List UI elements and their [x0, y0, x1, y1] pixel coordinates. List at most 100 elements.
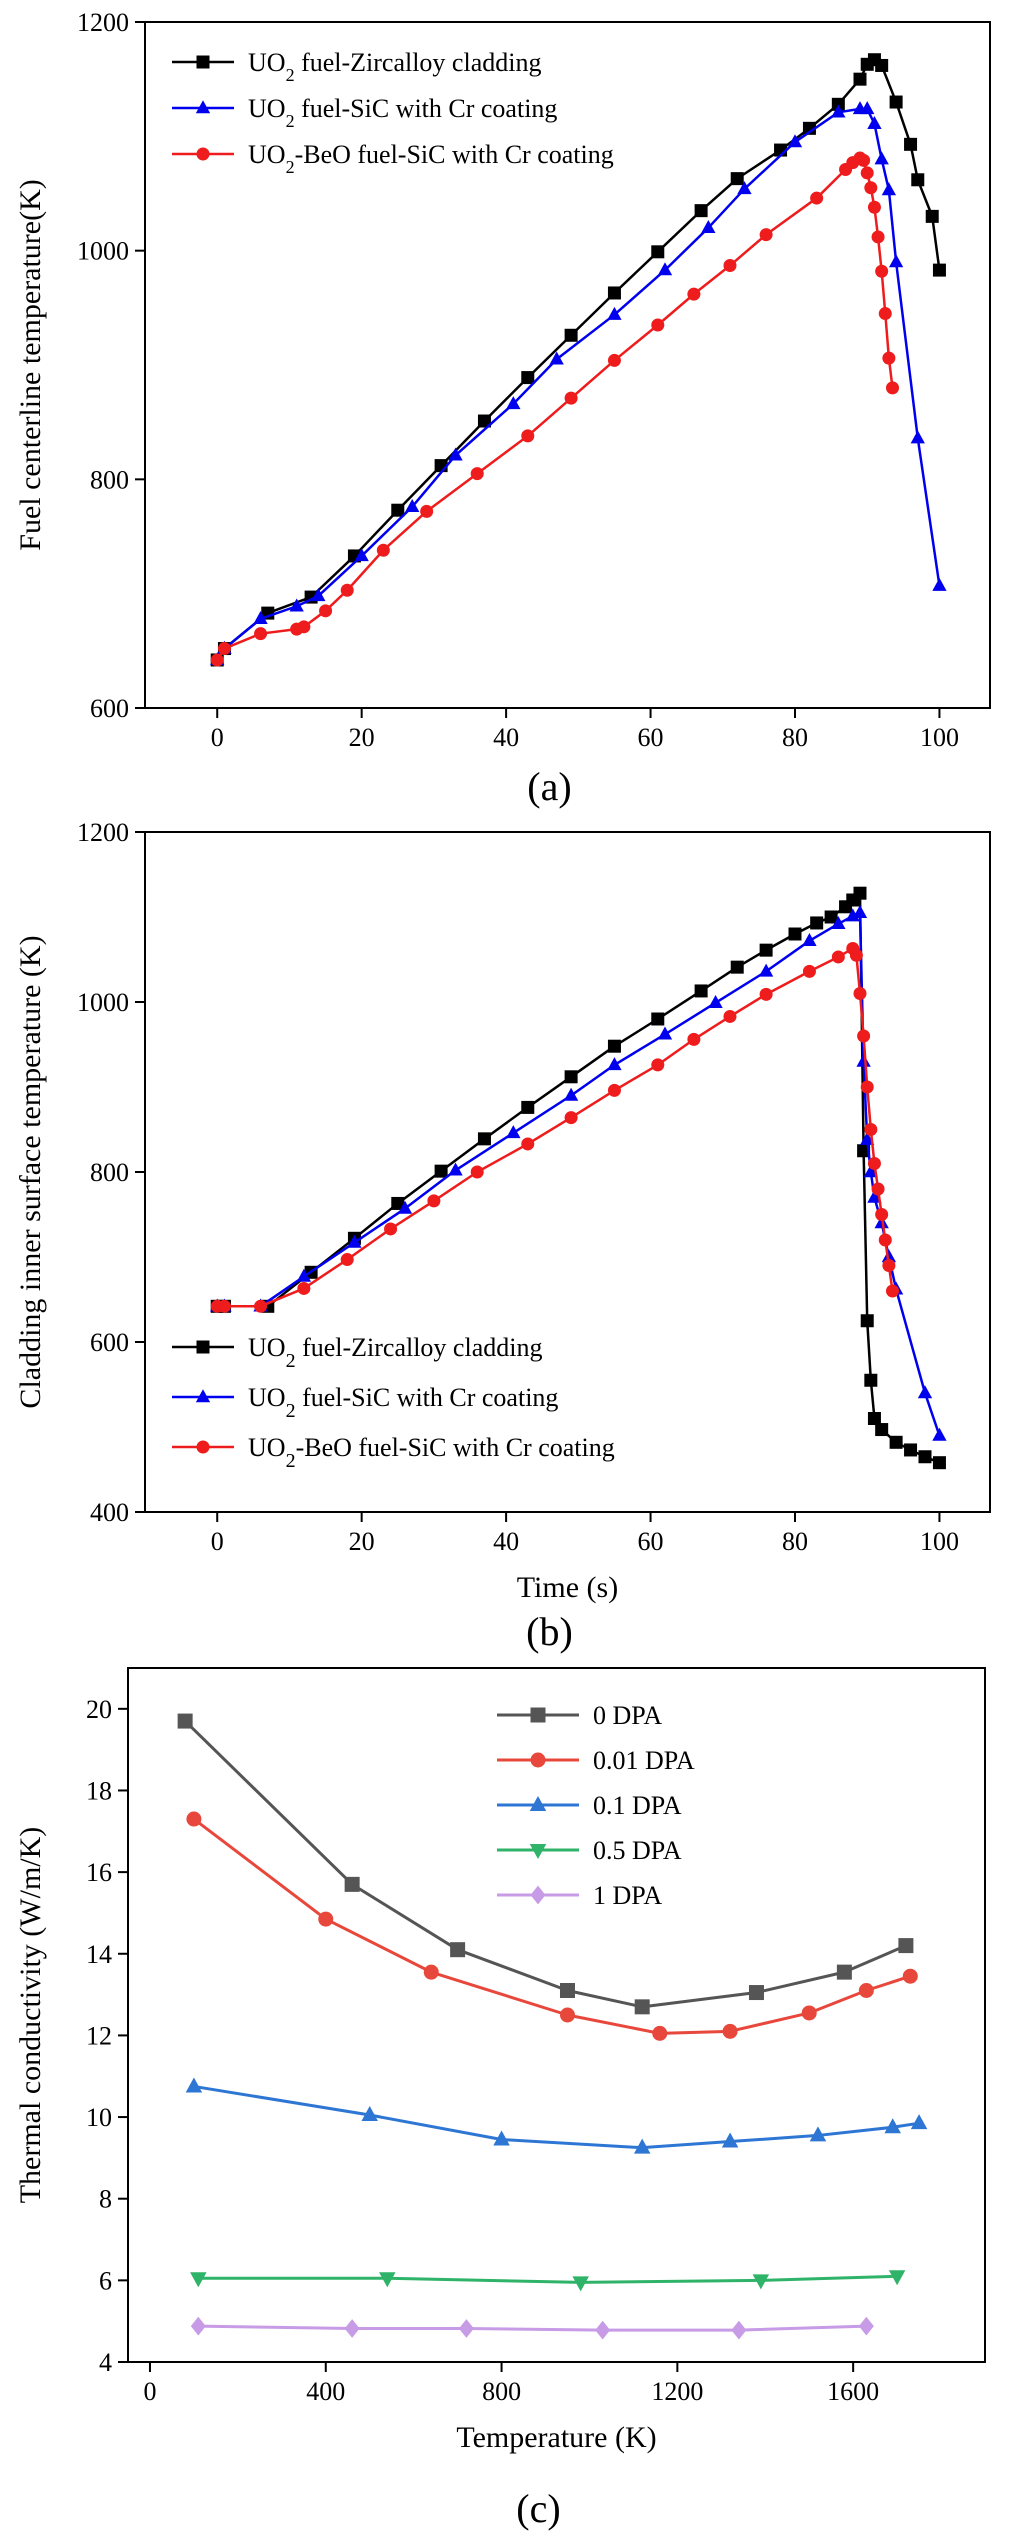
x-tick-label: 1600: [827, 2377, 879, 2406]
legend: 0 DPA 0.01 DPA 0.1 DPA 0.5 DPA 1 DPA: [497, 1701, 695, 1910]
y-tick-label: 600: [90, 694, 129, 723]
data-point: [875, 58, 889, 72]
data-point: [831, 950, 845, 964]
data-point: [572, 2276, 589, 2292]
data-point: [564, 328, 578, 342]
data-point: [787, 134, 803, 148]
data-point: [875, 264, 889, 278]
y-tick-label: 8: [99, 2185, 112, 2214]
series-line: [217, 891, 940, 1464]
data-point: [831, 104, 846, 118]
series-line: [198, 2274, 898, 2284]
legend-marker: [529, 1844, 547, 1859]
data-point: [190, 2272, 207, 2288]
data-point: [652, 2025, 668, 2041]
x-tick-label: 20: [349, 1527, 375, 1556]
x-tick-label: 0: [211, 1527, 224, 1556]
y-tick-label: 16: [86, 1858, 112, 1887]
data-point: [758, 963, 774, 977]
data-point: [319, 604, 333, 618]
data-point: [867, 200, 881, 214]
series-line: [216, 156, 894, 661]
data-point: [731, 2320, 747, 2340]
data-point: [521, 1100, 535, 1114]
x-tick-label: 40: [493, 1527, 519, 1556]
data-point: [831, 916, 846, 929]
data-point: [730, 960, 744, 974]
data-point: [651, 245, 665, 259]
data-point: [521, 371, 535, 385]
data-point: [748, 1985, 764, 2001]
plot-frame: [127, 1667, 986, 2363]
data-point: [657, 1026, 673, 1040]
series-2: [210, 151, 899, 667]
data-point: [521, 1137, 535, 1151]
data-point: [296, 1268, 312, 1282]
data-point: [427, 1194, 441, 1208]
x-axis-title: Temperature (K): [456, 2421, 656, 2454]
series-0: [210, 886, 946, 1470]
series-line: [217, 947, 894, 1308]
data-point: [607, 1039, 621, 1053]
data-point: [852, 904, 868, 918]
data-point: [391, 1196, 405, 1210]
data-point: [506, 1125, 521, 1139]
data-point: [867, 1157, 881, 1170]
chart-panel-1: 0 20 40 60 80 100 400 600 800 1000 1200 Time (s) Cla…: [14, 818, 991, 1654]
legend-label-main: UO: [248, 140, 286, 169]
y-tick-label: 4: [99, 2348, 112, 2377]
data-point: [723, 1009, 737, 1023]
data-point: [881, 1249, 897, 1263]
y-axis-title: Cladding inner surface temperature (K): [14, 935, 47, 1408]
data-point: [853, 72, 867, 86]
legend-label: 1 DPA: [593, 1881, 662, 1910]
data-point: [470, 467, 484, 481]
legend-marker: [530, 1707, 546, 1723]
legend-marker: [195, 100, 211, 114]
data-point: [564, 391, 578, 405]
data-point: [831, 97, 845, 111]
data-point: [186, 1811, 202, 1827]
series-1: [186, 1811, 918, 2041]
data-point: [853, 987, 867, 1000]
data-point: [340, 1253, 354, 1267]
data-point: [708, 995, 723, 1009]
series-3: [190, 2270, 906, 2292]
legend-label-main: UO: [248, 48, 286, 77]
chart-panel-2: 0 400 800 1200 1600 4 6 8 10 12 14 16 18 20 Temperatur…: [14, 1667, 986, 2531]
legend-label-subscript: 2: [286, 65, 295, 85]
series-line: [193, 2084, 920, 2150]
data-point: [878, 1233, 892, 1247]
data-point: [925, 209, 939, 223]
y-tick-label: 600: [90, 1328, 129, 1357]
data-point: [634, 1999, 650, 2015]
data-point: [845, 908, 860, 922]
data-point: [344, 2319, 360, 2338]
y-tick-label: 6: [99, 2266, 112, 2295]
data-point: [253, 611, 268, 625]
data-point: [607, 286, 621, 300]
data-point: [878, 307, 892, 321]
data-point: [254, 1299, 268, 1313]
data-point: [185, 2077, 203, 2093]
data-point: [864, 1123, 878, 1136]
series-line: [198, 2324, 867, 2332]
legend-label: UO2 fuel-SiC with Cr coating: [248, 1383, 558, 1422]
legend-label-rest: -BeO fuel-SiC with Cr coating: [296, 1433, 615, 1462]
data-point: [563, 1087, 579, 1101]
data-point: [788, 927, 802, 941]
legend-marker: [529, 1796, 547, 1811]
data-point: [802, 964, 816, 978]
legend-marker: [196, 147, 210, 161]
series-0: [177, 1713, 914, 2015]
data-point: [701, 220, 716, 233]
data-point: [810, 191, 824, 205]
data-point: [888, 254, 904, 268]
data-point: [889, 1435, 903, 1449]
data-point: [881, 182, 897, 196]
data-point: [470, 1165, 484, 1179]
series-4: [190, 2316, 874, 2340]
data-point: [564, 1070, 578, 1084]
data-point: [860, 1314, 874, 1328]
